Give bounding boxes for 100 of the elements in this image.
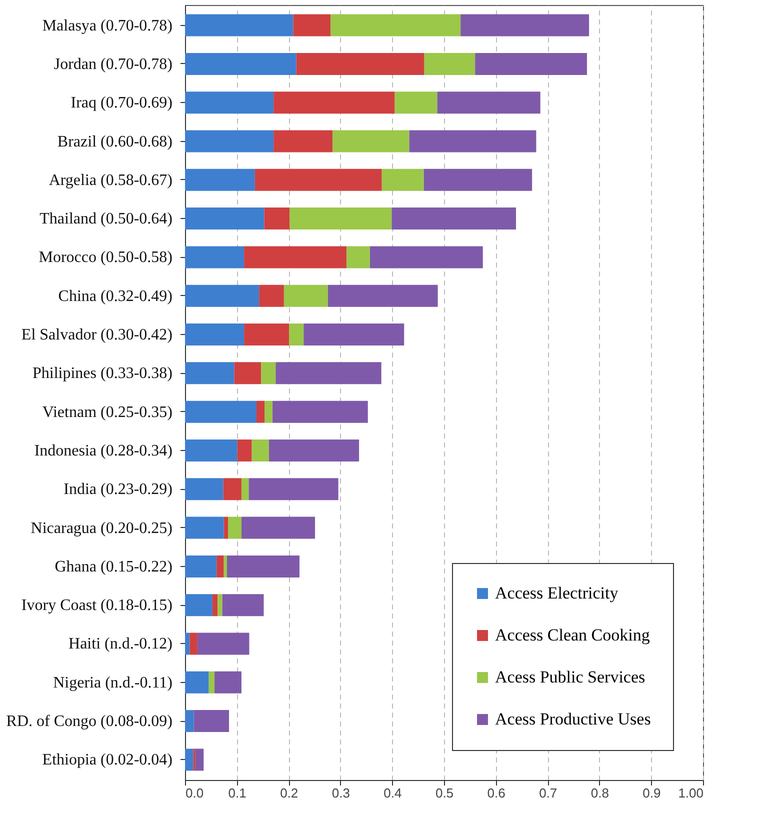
bar: [332, 130, 410, 152]
x-tick-label: 0.7: [539, 786, 558, 800]
bar: [194, 710, 230, 732]
y-tick-label: Ivory Coast (0.18-0.15): [21, 597, 172, 614]
bar: [222, 594, 264, 616]
bar: [259, 284, 284, 307]
bar: [276, 362, 382, 384]
bar: [382, 168, 424, 191]
bar: [424, 168, 532, 191]
bar: [394, 92, 438, 114]
bar: [330, 14, 461, 36]
bar: [254, 168, 382, 191]
bar: [268, 439, 360, 462]
y-tick-label: Haiti (n.d.-0.12): [68, 636, 172, 653]
bar: [261, 362, 276, 384]
bar: [195, 748, 204, 771]
bar: [296, 52, 424, 75]
bar: [185, 246, 244, 268]
y-tick-label: Thailand (0.50-0.64): [40, 210, 172, 228]
x-tick-label: 0.8: [590, 786, 609, 800]
bar: [244, 324, 290, 346]
bar: [392, 208, 516, 230]
bar: [290, 208, 392, 230]
y-tick-label: Indonesia (0.28-0.34): [34, 442, 172, 460]
bar: [214, 671, 242, 694]
y-tick-label: Vietnam (0.25-0.35): [42, 404, 172, 421]
bar: [293, 14, 331, 36]
bar: [304, 324, 404, 346]
bar: [185, 52, 296, 75]
bar: [185, 324, 244, 346]
y-tick-label: Brazil (0.60-0.68): [57, 133, 172, 150]
legend-label: Access Clean Cooking: [495, 626, 650, 644]
y-tick-label: Nigeria (n.d.-0.11): [53, 674, 172, 692]
bar: [185, 516, 224, 539]
bar: [197, 632, 250, 655]
bar: [216, 555, 224, 578]
bar: [185, 14, 294, 36]
y-tick-label: China (0.32-0.49): [58, 288, 172, 305]
bar: [185, 632, 190, 655]
bar: [226, 555, 300, 578]
bar: [409, 130, 536, 152]
bar: [218, 594, 222, 616]
y-tick-label: Iraq (0.70-0.69): [70, 94, 172, 112]
legend-label: Access Electricity: [495, 584, 619, 602]
bar: [241, 516, 316, 539]
bar: [185, 130, 274, 152]
bar: [212, 594, 218, 616]
bar: [185, 208, 264, 230]
bar: [289, 324, 304, 346]
bar: [256, 400, 265, 423]
bar: [208, 671, 215, 694]
y-tick-label: Morocco (0.50-0.58): [38, 249, 172, 266]
x-tick-label: 1.00: [678, 786, 704, 800]
bar: [272, 400, 368, 423]
x-tick-label: 0.2: [280, 786, 298, 800]
x-tick-label: 0.3: [332, 786, 350, 800]
bar: [264, 400, 273, 423]
y-tick-label: Jordan (0.70-0.78): [54, 56, 172, 73]
bar: [185, 439, 238, 462]
y-tick-label: Nicaragua (0.20-0.25): [30, 520, 172, 537]
legend-label: Acess Productive Uses: [495, 710, 651, 728]
x-tick-label: 0.6: [487, 786, 506, 800]
bar: [346, 246, 370, 268]
x-tick-label: 0.5: [435, 786, 454, 800]
bar: [185, 284, 260, 307]
bar: [223, 478, 242, 500]
bar: [190, 632, 198, 655]
bar: [424, 52, 476, 75]
y-tick-label: Malasya (0.70-0.78): [42, 17, 172, 34]
y-tick-label: Ghana (0.15-0.22): [54, 558, 172, 576]
y-tick-label: India (0.23-0.29): [64, 481, 172, 498]
legend-label: Acess Public Services: [495, 668, 646, 686]
x-tick-label: 0.4: [384, 786, 402, 800]
bar: [185, 478, 224, 500]
bar: [185, 400, 256, 423]
x-tick-label: 0.9: [642, 786, 661, 800]
y-tick-label: El Salvador (0.30-0.42): [21, 326, 172, 344]
bar: [241, 478, 249, 500]
y-tick-label: Ethiopia (0.02-0.04): [42, 752, 172, 769]
y-tick-label: Philipines (0.33-0.38): [32, 365, 172, 382]
x-tick-label: 0.0: [186, 786, 204, 800]
bar: [185, 555, 217, 578]
bar: [475, 52, 587, 75]
bar: [370, 246, 483, 268]
bar: [284, 284, 328, 307]
bar: [224, 516, 228, 539]
y-tick-label: RD. of Congo (0.08-0.09): [6, 713, 172, 730]
bar: [460, 14, 590, 36]
y-tick-label: Argelia (0.58-0.67): [48, 172, 172, 189]
bar: [185, 92, 274, 114]
bar: [437, 92, 540, 114]
bar: [185, 594, 212, 616]
bar: [252, 439, 269, 462]
bar: [185, 362, 234, 384]
bar: [248, 478, 338, 500]
bar: [274, 92, 395, 114]
bar: [185, 710, 194, 732]
x-tick-label: 0.1: [228, 786, 246, 800]
bar: [185, 671, 209, 694]
bar: [234, 362, 262, 384]
